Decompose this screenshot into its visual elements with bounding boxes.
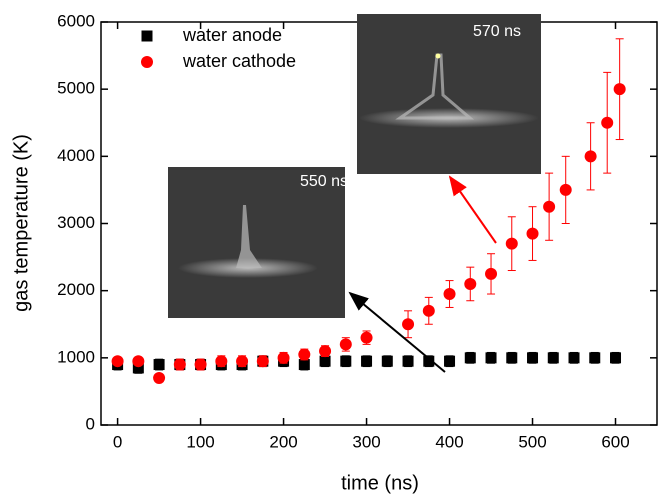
- data-point: [194, 358, 207, 371]
- data-point: [361, 355, 373, 367]
- data-point: [443, 288, 456, 301]
- data-point: [547, 352, 559, 364]
- legend-marker: [141, 56, 153, 68]
- data-point: [464, 352, 476, 364]
- data-point: [506, 352, 518, 364]
- data-point: [589, 352, 601, 364]
- plume: [236, 205, 262, 268]
- x-tick-label: 200: [269, 432, 297, 451]
- data-point: [568, 352, 580, 364]
- arrow: [348, 291, 446, 373]
- x-axis-title: time (ns): [341, 472, 419, 494]
- data-point: [526, 227, 539, 240]
- plume: [395, 53, 475, 120]
- data-point: [173, 358, 186, 371]
- arrow: [448, 175, 497, 244]
- y-tick-label: 2000: [57, 280, 95, 299]
- y-tick-label: 3000: [57, 213, 95, 232]
- data-point: [464, 277, 477, 290]
- data-point: [340, 355, 352, 367]
- legend-label: water anode: [182, 25, 282, 45]
- inset-label: 550 ns: [300, 173, 348, 190]
- data-point: [559, 183, 572, 196]
- data-point: [153, 359, 165, 371]
- inset-label: 570 ns: [473, 23, 521, 40]
- data-point: [111, 355, 124, 368]
- y-tick-label: 1000: [57, 347, 95, 366]
- inset-570: 570 ns: [357, 14, 541, 174]
- legend-label: water cathode: [182, 51, 296, 71]
- y-axis-title: gas temperature (K): [10, 134, 32, 312]
- data-point: [527, 352, 539, 364]
- x-tick-label: 500: [518, 432, 546, 451]
- data-point: [423, 355, 435, 367]
- x-tick-label: 400: [435, 432, 463, 451]
- y-tick-label: 5000: [57, 79, 95, 98]
- data-point: [381, 355, 393, 367]
- data-point: [153, 371, 166, 384]
- data-point: [485, 267, 498, 280]
- data-point: [319, 355, 331, 367]
- data-point: [422, 304, 435, 317]
- inset-image: [168, 167, 345, 318]
- inset-550: 550 ns: [168, 167, 348, 318]
- data-point: [402, 318, 415, 331]
- data-point: [277, 351, 290, 364]
- data-point: [132, 362, 144, 374]
- data-point: [215, 355, 228, 368]
- data-point: [613, 83, 626, 96]
- data-point: [584, 150, 597, 163]
- data-point: [601, 116, 614, 129]
- plot-area: 0 100 200 300 400 500 600010002000300040005000…: [57, 11, 658, 451]
- data-point: [543, 200, 556, 213]
- data-point: [485, 352, 497, 364]
- data-point: [360, 331, 373, 344]
- data-point: [610, 352, 622, 364]
- x-tick-label: 100: [186, 432, 214, 451]
- data-point: [256, 355, 269, 368]
- x-tick-label: 300: [352, 432, 380, 451]
- legend-marker: [141, 30, 153, 42]
- data-point: [402, 355, 414, 367]
- x-tick-label: 0: [113, 432, 122, 451]
- y-tick-label: 0: [86, 414, 95, 433]
- data-point: [319, 345, 332, 358]
- inset-image: [357, 14, 541, 174]
- spot: [435, 53, 441, 59]
- data-point: [236, 355, 249, 368]
- y-tick-label: 4000: [57, 146, 95, 165]
- data-point: [339, 338, 352, 351]
- data-point: [298, 348, 311, 361]
- data-point: [298, 359, 310, 371]
- data-point: [444, 355, 456, 367]
- x-tick-label: 600: [601, 432, 629, 451]
- data-point: [505, 237, 518, 250]
- data-point: [132, 355, 145, 368]
- y-tick-label: 6000: [57, 11, 95, 30]
